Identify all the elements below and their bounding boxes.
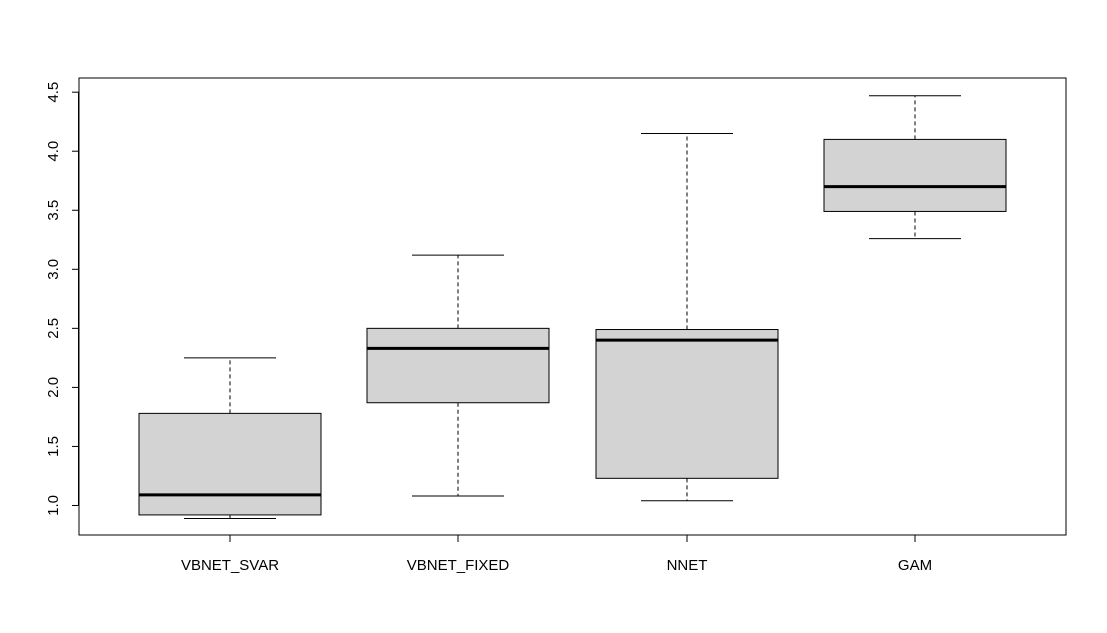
iqr-box [366, 327, 550, 404]
y-tick-label: 1.5 [45, 436, 62, 457]
iqr-box [138, 412, 322, 516]
iqr-box [595, 329, 779, 479]
y-tick-label: 4.5 [45, 82, 62, 103]
box-vbnet-svar [138, 357, 322, 519]
y-tick-label: 4.0 [45, 141, 62, 162]
box-nnet [595, 133, 779, 502]
y-tick-label: 3.0 [45, 259, 62, 280]
y-tick-label: 2.5 [45, 318, 62, 339]
x-tick-label: VBNET_SVAR [181, 557, 279, 574]
y-axis: 1.0 1.5 2.0 2.5 3.0 3.5 4.0 4.5 [45, 82, 79, 516]
boxes [138, 95, 1007, 519]
x-tick-label: GAM [898, 557, 932, 574]
y-tick-label: 1.0 [45, 495, 62, 516]
x-tick-label: VBNET_FIXED [407, 557, 510, 574]
y-tick-label: 3.5 [45, 200, 62, 221]
box-vbnet-fixed [366, 254, 550, 497]
box-gam [823, 95, 1007, 240]
y-tick-label: 2.0 [45, 377, 62, 398]
iqr-box [823, 138, 1007, 212]
x-tick-label: NNET [667, 557, 708, 574]
x-axis: VBNET_SVAR VBNET_FIXED NNET GAM [181, 535, 932, 574]
